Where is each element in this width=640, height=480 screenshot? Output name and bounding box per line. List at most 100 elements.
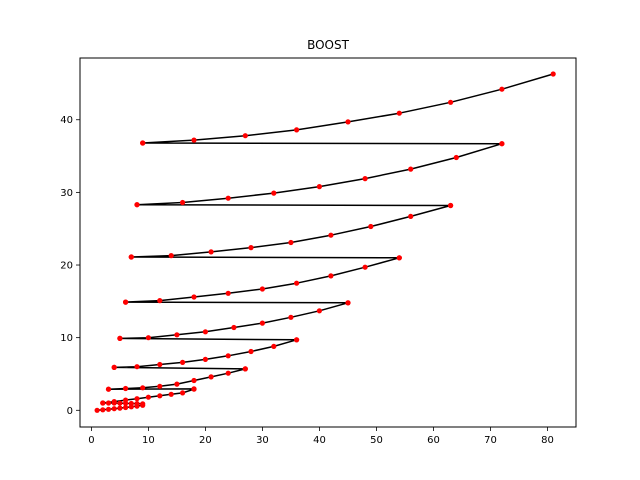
data-point bbox=[259, 286, 265, 292]
data-point bbox=[191, 386, 197, 392]
data-point bbox=[111, 399, 117, 405]
data-point bbox=[259, 320, 265, 326]
data-point bbox=[242, 366, 248, 372]
chart-title: BOOST bbox=[307, 38, 350, 52]
data-point bbox=[316, 184, 322, 190]
data-point bbox=[499, 86, 505, 92]
x-tick-label: 30 bbox=[256, 435, 269, 446]
data-point bbox=[242, 133, 248, 139]
data-point bbox=[105, 406, 112, 412]
y-tick-label: 10 bbox=[60, 333, 73, 344]
data-point bbox=[248, 348, 254, 355]
data-point bbox=[294, 280, 300, 286]
data-point bbox=[294, 127, 300, 133]
data-point bbox=[157, 383, 163, 389]
data-point bbox=[174, 381, 180, 387]
data-point bbox=[191, 137, 197, 143]
data-point bbox=[111, 364, 117, 370]
data-point bbox=[225, 290, 231, 296]
data-point bbox=[140, 385, 146, 391]
data-point bbox=[180, 199, 186, 206]
data-point bbox=[231, 324, 237, 331]
data-point bbox=[396, 255, 402, 261]
y-tick-label: 30 bbox=[60, 188, 73, 199]
data-point bbox=[208, 374, 214, 380]
x-tick-label: 60 bbox=[427, 435, 440, 446]
data-point bbox=[362, 176, 368, 182]
data-point bbox=[134, 364, 140, 370]
data-point bbox=[140, 401, 146, 407]
data-point bbox=[123, 404, 129, 411]
data-point bbox=[550, 71, 556, 77]
data-point bbox=[328, 232, 334, 238]
data-point bbox=[157, 298, 163, 304]
data-point bbox=[408, 213, 414, 219]
data-point bbox=[208, 249, 214, 255]
data-point bbox=[448, 99, 454, 105]
data-point bbox=[117, 335, 123, 341]
data-point bbox=[180, 390, 186, 396]
data-point bbox=[105, 400, 112, 406]
data-point bbox=[180, 359, 186, 365]
data-point bbox=[294, 337, 300, 343]
data-point bbox=[123, 385, 129, 392]
data-point bbox=[111, 406, 117, 412]
x-tick-label: 70 bbox=[484, 435, 497, 446]
x-tick-label: 50 bbox=[370, 435, 383, 446]
data-point bbox=[328, 273, 334, 279]
data-point bbox=[123, 299, 129, 305]
data-point bbox=[145, 394, 151, 400]
data-point bbox=[345, 119, 351, 125]
data-point bbox=[225, 353, 231, 359]
data-point bbox=[100, 407, 106, 413]
data-point bbox=[168, 253, 174, 259]
data-point bbox=[453, 154, 459, 161]
data-point bbox=[202, 329, 208, 335]
data-point bbox=[168, 391, 174, 397]
data-point bbox=[202, 356, 208, 362]
data-point bbox=[271, 343, 277, 349]
data-point bbox=[288, 314, 294, 320]
data-point bbox=[157, 393, 163, 399]
data-point bbox=[94, 407, 100, 413]
data-point bbox=[288, 239, 294, 246]
data-point bbox=[123, 397, 129, 403]
data-point bbox=[117, 400, 123, 406]
data-point bbox=[140, 140, 146, 146]
data-point bbox=[128, 400, 134, 407]
plot-frame bbox=[79, 57, 577, 428]
data-point bbox=[368, 223, 374, 230]
data-point bbox=[174, 332, 180, 338]
data-point bbox=[191, 294, 197, 300]
data-point bbox=[248, 245, 254, 251]
x-tick-label: 40 bbox=[313, 435, 326, 446]
x-tick-label: 20 bbox=[199, 435, 212, 446]
y-tick-label: 0 bbox=[67, 406, 73, 417]
data-point bbox=[448, 202, 454, 209]
y-tick-label: 40 bbox=[60, 115, 73, 126]
data-point bbox=[134, 401, 140, 407]
data-point bbox=[271, 190, 277, 196]
data-point bbox=[134, 396, 140, 402]
x-tick-label: 0 bbox=[88, 435, 94, 446]
data-point bbox=[396, 110, 402, 116]
data-point bbox=[100, 400, 106, 406]
data-point bbox=[316, 308, 322, 314]
data-point bbox=[191, 377, 197, 384]
data-point bbox=[105, 386, 112, 392]
data-point bbox=[128, 254, 134, 260]
data-point bbox=[345, 300, 351, 306]
plot-area bbox=[94, 71, 556, 413]
axis-ticks: 0 10 20 30 40 50 60 70 80 0 10 20 30 40 bbox=[60, 115, 554, 446]
x-tick-label: 80 bbox=[541, 435, 554, 446]
data-point bbox=[225, 370, 231, 376]
data-point bbox=[499, 141, 505, 147]
data-point bbox=[117, 405, 123, 411]
data-point bbox=[134, 202, 140, 208]
data-point bbox=[362, 264, 368, 270]
data-point bbox=[408, 166, 414, 172]
y-tick-label: 20 bbox=[60, 261, 73, 272]
data-point bbox=[157, 361, 163, 368]
data-point bbox=[225, 195, 231, 201]
